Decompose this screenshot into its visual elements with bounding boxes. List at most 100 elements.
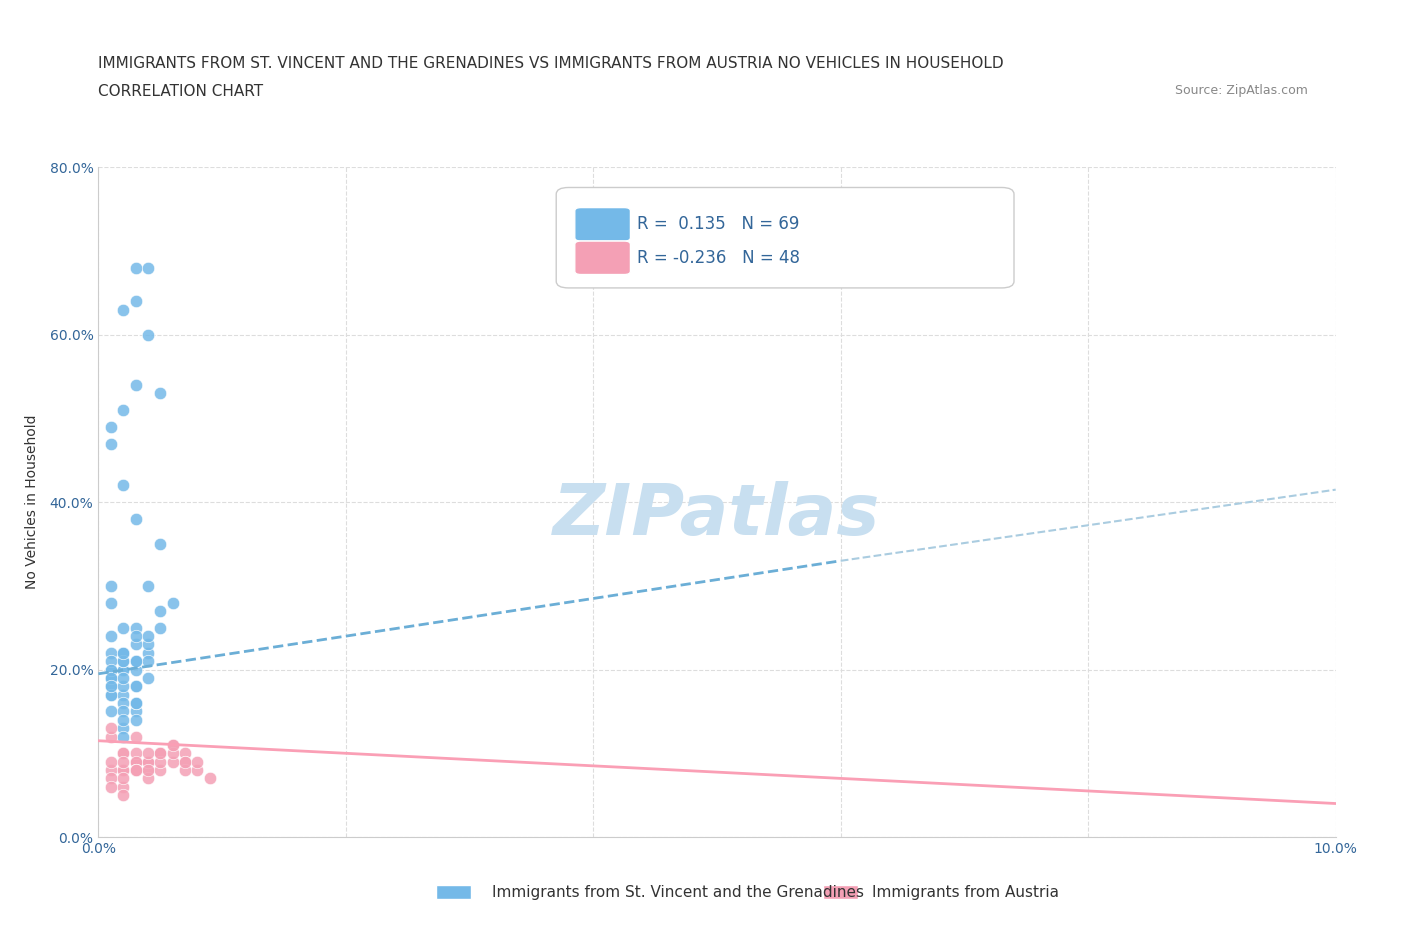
Point <box>100 654 122 669</box>
Text: Immigrants from St. Vincent and the Grenadines: Immigrants from St. Vincent and the Gren… <box>492 885 865 900</box>
Point <box>136 327 159 342</box>
Point <box>174 746 197 761</box>
Point <box>112 662 135 677</box>
Point <box>124 712 146 727</box>
Point <box>149 746 172 761</box>
Y-axis label: No Vehicles in Household: No Vehicles in Household <box>24 415 38 590</box>
Point <box>149 763 172 777</box>
Point <box>112 763 135 777</box>
Point <box>112 645 135 660</box>
Point <box>149 537 172 551</box>
Point <box>112 696 135 711</box>
Point <box>174 754 197 769</box>
Point <box>124 654 146 669</box>
Point <box>124 679 146 694</box>
Point <box>112 620 135 635</box>
Point <box>162 737 184 752</box>
Text: IMMIGRANTS FROM ST. VINCENT AND THE GRENADINES VS IMMIGRANTS FROM AUSTRIA NO VEH: IMMIGRANTS FROM ST. VINCENT AND THE GREN… <box>98 56 1004 71</box>
Text: ZIPatlas: ZIPatlas <box>554 481 880 550</box>
Point <box>124 512 146 526</box>
Point <box>162 737 184 752</box>
Point <box>174 763 197 777</box>
FancyBboxPatch shape <box>557 188 1014 288</box>
Point <box>136 763 159 777</box>
Text: CORRELATION CHART: CORRELATION CHART <box>98 84 263 99</box>
Point <box>100 671 122 685</box>
Text: R =  0.135   N = 69: R = 0.135 N = 69 <box>637 216 799 233</box>
Point <box>149 746 172 761</box>
Point <box>100 662 122 677</box>
Point <box>124 729 146 744</box>
Point <box>112 729 135 744</box>
Point <box>100 662 122 677</box>
Point <box>124 763 146 777</box>
Point <box>198 771 221 786</box>
Point <box>100 436 122 451</box>
Point <box>136 771 159 786</box>
Point <box>112 771 135 786</box>
Point <box>112 754 135 769</box>
Point <box>100 687 122 702</box>
Point <box>112 478 135 493</box>
Point <box>112 746 135 761</box>
Point <box>112 654 135 669</box>
Point <box>100 721 122 736</box>
Point <box>124 696 146 711</box>
Point <box>112 712 135 727</box>
Point <box>124 763 146 777</box>
Point <box>124 696 146 711</box>
Point <box>149 386 172 401</box>
Point <box>124 629 146 644</box>
Point <box>149 746 172 761</box>
Point <box>100 687 122 702</box>
Point <box>124 754 146 769</box>
Point <box>112 671 135 685</box>
Point <box>100 671 122 685</box>
Point <box>112 721 135 736</box>
Text: R = -0.236   N = 48: R = -0.236 N = 48 <box>637 249 800 267</box>
Point <box>112 687 135 702</box>
Point <box>100 679 122 694</box>
Point <box>100 754 122 769</box>
Point <box>100 645 122 660</box>
Point <box>124 754 146 769</box>
Point <box>100 662 122 677</box>
Point <box>124 294 146 309</box>
Point <box>112 302 135 317</box>
FancyBboxPatch shape <box>575 207 630 241</box>
Point <box>124 662 146 677</box>
Point <box>149 604 172 618</box>
Point <box>149 620 172 635</box>
Point <box>112 645 135 660</box>
Point <box>136 754 159 769</box>
Point <box>100 629 122 644</box>
Point <box>100 578 122 593</box>
Point <box>149 746 172 761</box>
Point <box>136 754 159 769</box>
Point <box>112 746 135 761</box>
Point <box>112 704 135 719</box>
Point <box>124 746 146 761</box>
Point <box>112 403 135 418</box>
Point <box>124 654 146 669</box>
Point <box>136 578 159 593</box>
Point <box>162 754 184 769</box>
Point <box>124 763 146 777</box>
Point <box>112 763 135 777</box>
Text: Source: ZipAtlas.com: Source: ZipAtlas.com <box>1174 84 1308 97</box>
Point <box>112 645 135 660</box>
Point <box>136 260 159 275</box>
Point <box>124 679 146 694</box>
Point <box>136 629 159 644</box>
Point <box>136 754 159 769</box>
Point <box>186 754 208 769</box>
Point <box>112 662 135 677</box>
Point <box>124 696 146 711</box>
Point <box>112 654 135 669</box>
Point <box>100 771 122 786</box>
Point <box>112 645 135 660</box>
Point <box>100 679 122 694</box>
Point <box>124 378 146 392</box>
Point <box>136 671 159 685</box>
Point <box>124 704 146 719</box>
